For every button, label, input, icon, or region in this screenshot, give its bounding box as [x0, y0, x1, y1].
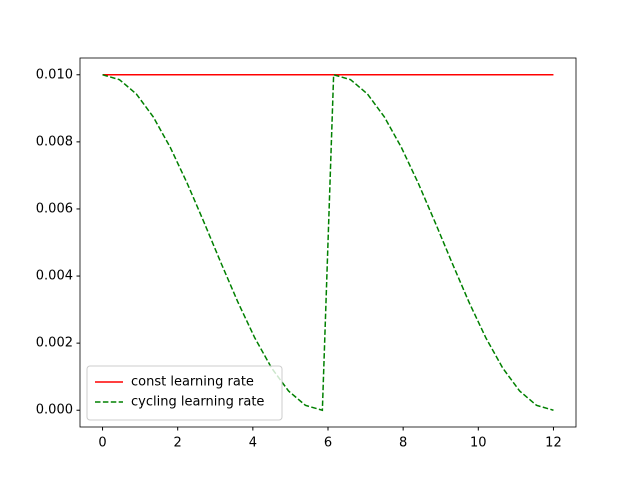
x-tick-label: 2 — [174, 436, 182, 451]
x-tick-label: 10 — [470, 436, 487, 451]
series-line — [102, 73, 554, 412]
y-tick-label: 0.006 — [36, 201, 73, 216]
x-tick-label: 0 — [98, 436, 106, 451]
x-tick-label: 12 — [545, 436, 562, 451]
y-tick-label: 0.000 — [36, 403, 73, 418]
x-tick-label: 8 — [399, 436, 407, 451]
y-tick-label: 0.004 — [36, 269, 73, 284]
legend-label: cycling learning rate — [131, 395, 264, 410]
y-tick-label: 0.010 — [36, 67, 73, 82]
axes-frame — [79, 57, 577, 428]
y-tick-label: 0.008 — [36, 134, 73, 149]
y-tick-label: 0.002 — [36, 336, 73, 351]
x-tick-label: 6 — [324, 436, 332, 451]
legend-label: const learning rate — [131, 375, 254, 390]
legend-box — [86, 365, 283, 421]
x-tick-label: 4 — [249, 436, 257, 451]
